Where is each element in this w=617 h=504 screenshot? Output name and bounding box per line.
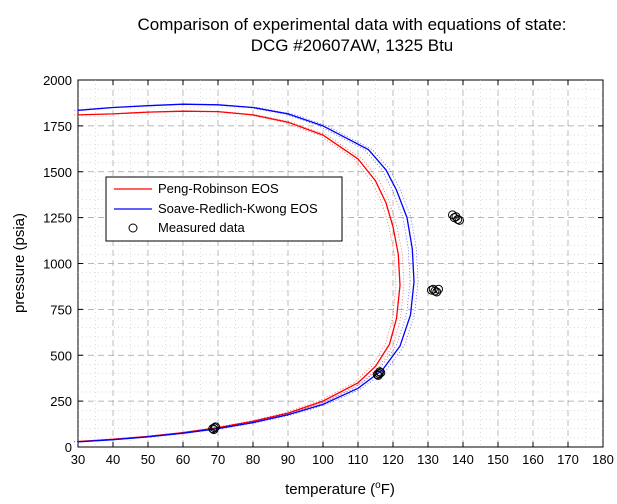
x-tick-labels: 30 40 50 60 70 80 90 100 110 120 130 140 150 160 170 18… [71,452,614,467]
x-tick-label: 140 [452,452,474,467]
y-tick-label: 1750 [43,119,72,134]
legend: Peng-Robinson EOS Soave-Redlich-Kwong EO… [105,176,343,242]
legend-label-measured: Measured data [158,220,245,235]
grid-lines [78,80,603,447]
x-tick-label: 70 [211,452,225,467]
y-tick-label: 500 [50,348,72,363]
data-point-measured-data [375,367,385,377]
y-tick-label: 1500 [43,165,72,180]
x-tick-label: 180 [592,452,614,467]
x-tick-label: 130 [417,452,439,467]
data-point-measured-data [427,285,436,295]
x-axis-label-degree: o [375,480,381,491]
axis-ticks [77,79,604,448]
x-tick-label: 150 [487,452,509,467]
x-tick-label: 100 [312,452,334,467]
data-point-measured-data [208,424,218,434]
x-tick-label: 60 [176,452,190,467]
legend-label-peng-robinson: Peng-Robinson EOS [158,181,279,196]
x-tick-label: 170 [557,452,579,467]
x-axis-label-prefix: temperature ( [285,481,375,498]
x-tick-label: 40 [106,452,120,467]
x-tick-label: 120 [382,452,404,467]
series-group [73,103,464,443]
y-tick-label: 1250 [43,211,72,226]
data-point-measured-data [376,368,386,378]
data-point-measured-data [432,287,442,297]
y-tick-labels: 0 250 500 750 1000 1250 1500 1750 2000 [43,73,72,455]
data-point-measured-data [211,422,221,432]
y-tick-label: 750 [50,302,72,317]
y-tick-label: 2000 [43,73,72,88]
data-point-measured-data [209,425,219,435]
x-tick-label: 30 [71,452,85,467]
legend-label-srk: Soave-Redlich-Kwong EOS [158,201,318,216]
series-band-lower-peng-robinson-eos [73,110,397,442]
series-line-soave-redlich-kwong-eos [77,103,415,443]
data-point-measured-data [453,214,463,224]
series-band-upper-soave-redlich-kwong-eos [81,103,419,443]
x-tick-label: 110 [348,452,369,467]
legend-marker-measured [128,223,138,233]
series-band-upper-peng-robinson-eos [81,110,405,442]
x-tick-label: 80 [246,452,260,467]
y-axis-label: pressure (psia) [11,213,28,313]
y-tick-label: 1000 [43,257,72,272]
x-tick-label: 160 [522,452,544,467]
x-axis-label-suffix: F) [381,481,395,498]
chart-title: Comparison of experimental data with equ… [137,15,566,34]
chart-subtitle: DCG #20607AW, 1325 Btu [251,36,454,55]
x-tick-label: 50 [141,452,155,467]
x-axis-label: temperature (oF) [285,480,395,498]
data-point-measured-data [455,215,464,225]
y-tick-label: 250 [50,394,72,409]
series-band-lower-soave-redlich-kwong-eos [73,103,411,443]
data-point-measured-data [434,284,443,294]
y-tick-label: 0 [65,440,72,455]
x-tick-label: 90 [281,452,295,467]
